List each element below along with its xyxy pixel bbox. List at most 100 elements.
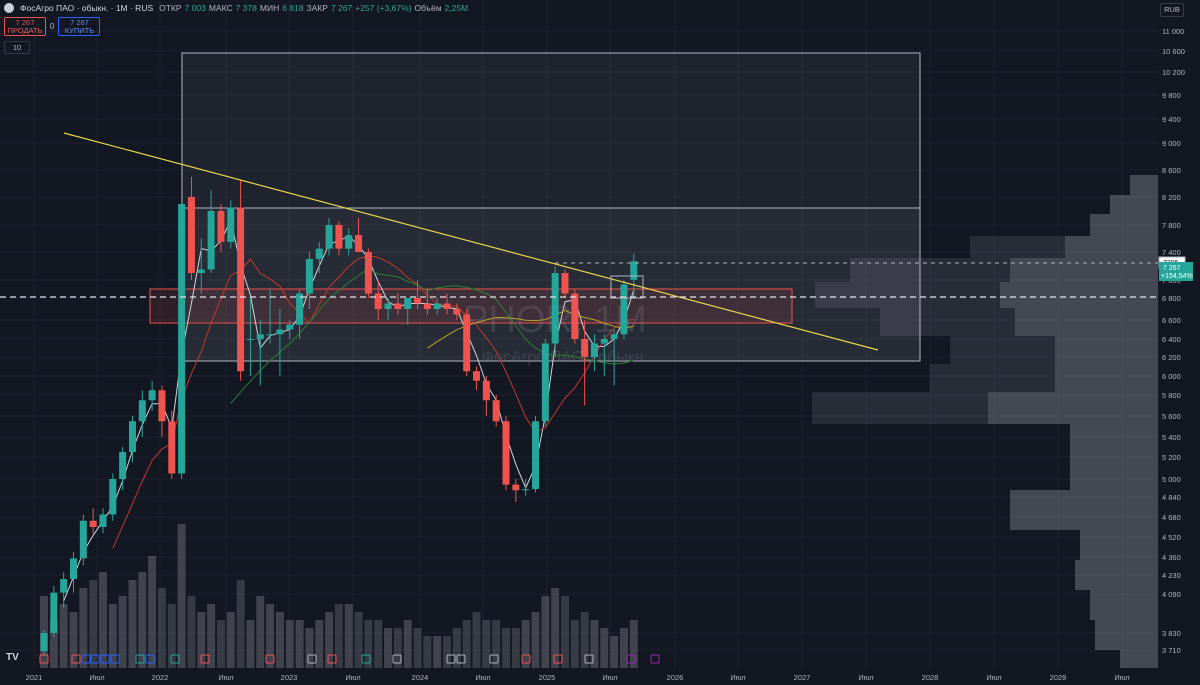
volume-bar [236, 580, 245, 668]
y-tick-label: 6 800 [1162, 294, 1181, 303]
event-marker-icon [39, 654, 49, 664]
volume-bar [89, 580, 98, 668]
candle-body [158, 390, 166, 422]
x-tick-label: 2021 [26, 673, 43, 682]
volume-bar [98, 572, 107, 668]
currency-selector[interactable]: RUB [1160, 3, 1184, 17]
candle-body [50, 592, 58, 633]
event-marker-icon [446, 654, 456, 664]
current-price-tag [1159, 262, 1193, 281]
candle-body [571, 293, 579, 339]
low-value: 6 818 [282, 3, 304, 13]
event-marker-icon [392, 654, 402, 664]
volume-profile-bar [1120, 650, 1158, 668]
low-label: МИН [259, 3, 280, 13]
event-marker-icon [110, 654, 120, 664]
volume-bar [541, 596, 550, 668]
volume-bar [580, 612, 589, 668]
volume-profile-bar [1070, 424, 1158, 456]
volume-bar [413, 628, 422, 668]
candle-body [492, 400, 500, 422]
x-tick-label: Июл [218, 673, 233, 682]
x-tick-label: Июл [1114, 673, 1129, 682]
marker-rectangle [610, 275, 644, 299]
candle-body [502, 421, 510, 485]
candle-body [433, 303, 441, 309]
candle-body [463, 314, 471, 372]
event-marker-icon [489, 654, 499, 664]
volume-bar [207, 604, 216, 668]
candle-body [256, 334, 264, 339]
volume-bar [354, 612, 363, 668]
event-marker-icon [521, 654, 531, 664]
volume-bar [610, 636, 619, 668]
volume-bar [590, 620, 599, 668]
candle-body [512, 484, 520, 491]
candle-body [335, 225, 343, 249]
quantity-field[interactable]: 10 [4, 41, 30, 54]
volume-bar [403, 620, 412, 668]
x-tick-label: Июл [858, 673, 873, 682]
volume-bar [305, 628, 314, 668]
y-tick-label: 5 200 [1162, 453, 1181, 462]
candle-body [89, 520, 97, 527]
event-marker-icon [456, 654, 466, 664]
x-tick-label: Июл [730, 673, 745, 682]
volume-profile-bar [930, 364, 1055, 392]
volume-bar [148, 556, 157, 668]
candle-body [207, 211, 215, 270]
x-tick-label: Июл [345, 673, 360, 682]
candle-body [325, 225, 333, 249]
y-tick-label: 9 000 [1162, 139, 1181, 148]
x-tick-label: 2028 [922, 673, 939, 682]
ohlc-values: ОТКР 7 003 МАКС 7 378 МИН 6 818 ЗАКР 7 2… [159, 3, 468, 13]
volume-bar [472, 612, 481, 668]
volume-profile-bar [1070, 456, 1158, 490]
symbol-title[interactable]: ФосАгро ПАО · обыкн. · 1M · RUS [20, 3, 154, 13]
candle-body [355, 235, 363, 252]
y-tick-label: 9 400 [1162, 115, 1181, 124]
open-value: 7 003 [184, 3, 206, 13]
volume-profile-bar [815, 282, 1000, 308]
candle-body [522, 489, 530, 491]
volume-bar [629, 620, 638, 668]
tradingview-logo-icon[interactable]: TV [6, 652, 19, 663]
volume-bar [492, 620, 501, 668]
volume-profile-bar [1080, 530, 1158, 560]
y-tick-label: 3 710 [1162, 646, 1181, 655]
candle-body [246, 339, 254, 340]
volume-bar [128, 580, 137, 668]
close-value: 7 267 [330, 3, 353, 13]
candle-body [266, 334, 274, 336]
y-tick-label: 6 200 [1162, 353, 1181, 362]
candle-body [119, 452, 127, 479]
volume-bar [315, 620, 324, 668]
range-rectangle [181, 52, 921, 362]
candle-body [69, 558, 77, 580]
candle-body [128, 421, 136, 452]
event-marker-icon [307, 654, 317, 664]
sell-button[interactable]: 7 267 ПРОДАТЬ [4, 17, 46, 36]
volume-profile-bar [988, 392, 1158, 424]
candle-body [404, 298, 412, 309]
volume-profile-bar [1130, 175, 1158, 195]
current-price-tag-text: 7 267 [1163, 265, 1181, 272]
candle-body [590, 343, 598, 357]
candle-body [305, 259, 313, 294]
candle-body [414, 298, 422, 304]
trade-panel: 7 267 ПРОДАТЬ 0 7 267 КУПИТЬ [4, 17, 101, 36]
y-tick-label: 8 200 [1162, 193, 1181, 202]
candle-body [423, 303, 431, 309]
candle-body [138, 400, 146, 422]
spread-value: 0 [50, 22, 55, 31]
event-marker-icon [81, 654, 91, 664]
x-tick-label: 2024 [412, 673, 429, 682]
volume-profile-bar [1090, 214, 1158, 236]
buy-button[interactable]: 7 267 КУПИТЬ [58, 17, 101, 36]
volume-bar [433, 636, 442, 668]
candle-body [79, 520, 87, 559]
volume-profile-bar [1000, 282, 1158, 308]
candle-body [443, 303, 451, 309]
event-marker-icon [265, 654, 275, 664]
